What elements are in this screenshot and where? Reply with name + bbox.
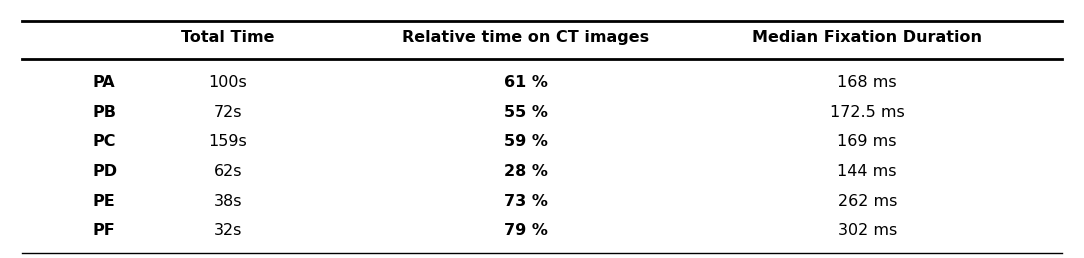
- Text: 55 %: 55 %: [504, 105, 547, 120]
- Text: Relative time on CT images: Relative time on CT images: [402, 30, 649, 45]
- Text: 62s: 62s: [214, 164, 242, 179]
- Text: 169 ms: 169 ms: [838, 134, 896, 149]
- Text: PE: PE: [92, 194, 115, 209]
- Text: 61 %: 61 %: [504, 75, 547, 90]
- Text: PB: PB: [92, 105, 116, 120]
- Text: 159s: 159s: [208, 134, 247, 149]
- Text: 79 %: 79 %: [504, 223, 547, 238]
- Text: PA: PA: [92, 75, 115, 90]
- Text: 144 ms: 144 ms: [838, 164, 896, 179]
- Text: 59 %: 59 %: [504, 134, 547, 149]
- Text: 38s: 38s: [214, 194, 242, 209]
- Text: PF: PF: [92, 223, 115, 238]
- Text: 32s: 32s: [214, 223, 242, 238]
- Text: 172.5 ms: 172.5 ms: [830, 105, 904, 120]
- Text: PD: PD: [92, 164, 117, 179]
- Text: 168 ms: 168 ms: [837, 75, 898, 90]
- Text: 302 ms: 302 ms: [838, 223, 896, 238]
- Text: 262 ms: 262 ms: [838, 194, 896, 209]
- Text: Median Fixation Duration: Median Fixation Duration: [752, 30, 982, 45]
- Text: 100s: 100s: [208, 75, 247, 90]
- Text: 28 %: 28 %: [504, 164, 547, 179]
- Text: PC: PC: [92, 134, 116, 149]
- Text: 73 %: 73 %: [504, 194, 547, 209]
- Text: 72s: 72s: [214, 105, 242, 120]
- Text: Total Time: Total Time: [181, 30, 274, 45]
